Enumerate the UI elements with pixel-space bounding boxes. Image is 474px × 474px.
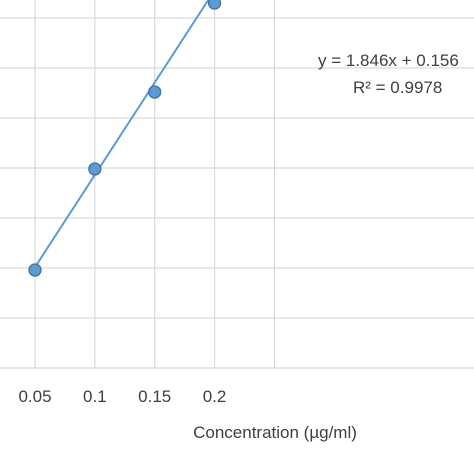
- data-point: [148, 85, 162, 99]
- data-point: [88, 162, 102, 176]
- trendline-layer: [34, 0, 210, 268]
- x-tick-label: 0.2: [203, 387, 227, 406]
- data-point: [207, 0, 222, 10]
- x-tick-label: 0.15: [138, 387, 171, 406]
- x-axis-title: Concentration (µg/ml): [193, 423, 357, 442]
- trendline-equation: y = 1.846x + 0.156: [318, 51, 459, 70]
- x-tick-label: 0.1: [83, 387, 107, 406]
- data-points: [28, 0, 222, 277]
- gridlines: [0, 0, 474, 369]
- x-tick-label: 0.05: [18, 387, 51, 406]
- linear-trendline: [34, 0, 210, 268]
- data-point: [28, 263, 42, 277]
- x-axis-ticks: 0.05 0.1 0.15 0.2: [18, 387, 226, 406]
- r-squared-label: R² = 0.9978: [353, 78, 442, 97]
